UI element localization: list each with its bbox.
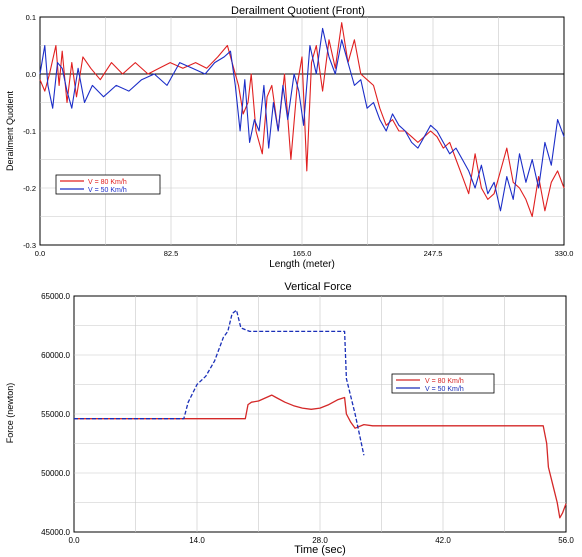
- chart2-x-tick-label: 0.0: [68, 536, 80, 545]
- chart2-x-tick-label: 14.0: [189, 536, 205, 545]
- chart2-y-tick-label: 45000.0: [41, 528, 70, 537]
- chart1-legend-label-80: V = 80 Km/h: [88, 179, 127, 186]
- chart1-y-tick-label: 0.1: [26, 13, 36, 22]
- chart1-y-axis-label: Derailment Quotient: [5, 90, 15, 171]
- chart1-x-tick-label: 0.0: [35, 249, 45, 258]
- chart2-series-group: [74, 309, 567, 519]
- chart2-legend-label-50: V = 50 Km/h: [425, 386, 464, 393]
- chart2-y-ticks: 65000.0 60000.0 55000.0 50000.0 45000.0: [41, 292, 70, 537]
- chart2-x-tick-label: 42.0: [435, 536, 451, 545]
- chart1-title: Derailment Quotient (Front): [231, 5, 365, 17]
- chart1-legend-label-50: V = 50 Km/h: [88, 187, 127, 194]
- chart1-x-tick-label: 82.5: [164, 249, 179, 258]
- chart1-x-ticks: 0.0 82.5 165.0 247.5 330.0: [35, 249, 574, 258]
- chart1-x-tick-label: 330.0: [555, 249, 574, 258]
- chart2-legend-label-80: V = 80 Km/h: [425, 378, 464, 385]
- chart2-title: Vertical Force: [284, 281, 351, 293]
- chart2-y-axis-label: Force (newton): [5, 383, 15, 444]
- chart2-x-ticks: 0.0 14.0 28.0 42.0 56.0: [68, 536, 574, 545]
- chart1-y-tick-label: -0.1: [23, 127, 36, 136]
- chart1-series-line-50: [39, 27, 565, 212]
- chart2-y-tick-label: 55000.0: [41, 410, 70, 419]
- chart-vertical-force: Vertical Force 0.0 14.0 28.0 42.0 56.0 65000…: [5, 281, 574, 556]
- chart2-legend: V = 80 Km/h V = 50 Km/h: [391, 373, 495, 394]
- chart1-x-axis-label: Length (meter): [269, 259, 335, 270]
- chart1-x-tick-label: 165.0: [293, 249, 312, 258]
- chart-derailment-quotient: Derailment Quotient (Front) 0.0 82.5 165.0…: [5, 5, 573, 270]
- chart2-series-line-50: [74, 309, 365, 456]
- chart1-legend: V = 80 Km/h V = 50 Km/h: [55, 174, 161, 195]
- chart1-x-tick-label: 247.5: [424, 249, 443, 258]
- chart1-series-line-80: [39, 22, 565, 218]
- chart2-series-line-80: [74, 394, 567, 519]
- chart1-y-ticks: 0.1 0.0 -0.1 -0.2 -0.3: [23, 13, 36, 250]
- chart2-x-tick-label: 28.0: [312, 536, 328, 545]
- chart2-y-tick-label: 65000.0: [41, 292, 70, 301]
- chart1-y-tick-label: -0.3: [23, 241, 36, 250]
- chart1-y-tick-label: -0.2: [23, 184, 36, 193]
- chart2-y-tick-label: 50000.0: [41, 469, 70, 478]
- chart1-series-group: [39, 22, 565, 218]
- chart2-y-tick-label: 60000.0: [41, 351, 70, 360]
- chart2-x-tick-label: 56.0: [558, 536, 574, 545]
- chart2-grid: [74, 296, 566, 532]
- chart2-x-axis-label: Time (sec): [294, 544, 346, 556]
- chart1-y-tick-label: 0.0: [26, 70, 36, 79]
